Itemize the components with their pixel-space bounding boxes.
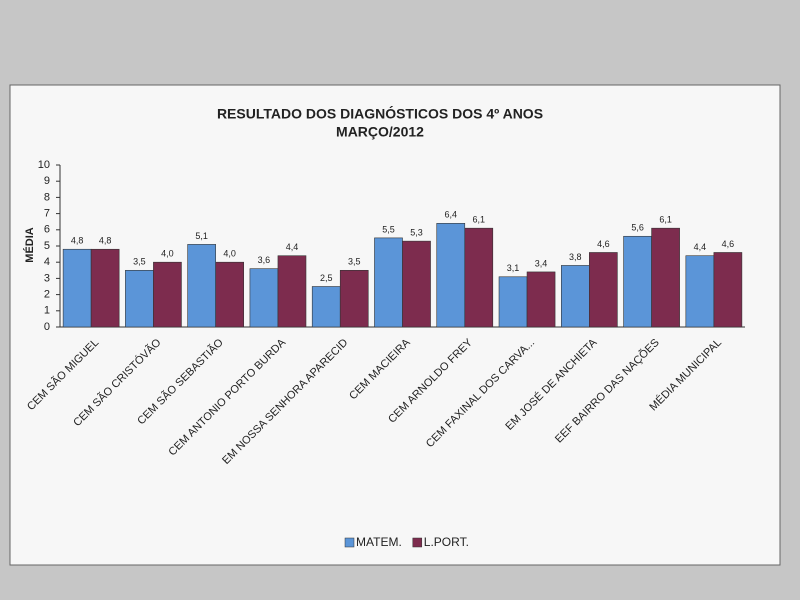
value-label: 4,6	[597, 239, 610, 249]
bar	[125, 269, 154, 328]
bar	[62, 248, 92, 328]
value-label: 4,8	[71, 236, 84, 246]
bar	[713, 252, 743, 328]
legend-label: L.PORT.	[424, 535, 469, 549]
bar	[187, 244, 216, 328]
bar	[249, 268, 279, 328]
value-label: 5,3	[410, 228, 423, 238]
value-label: 3,8	[569, 252, 582, 262]
value-label: 3,6	[258, 255, 271, 265]
value-label: 4,4	[286, 242, 299, 252]
value-label: 5,5	[382, 224, 395, 234]
y-tick-label: 10	[38, 159, 50, 171]
bar	[90, 248, 120, 328]
bar	[374, 237, 403, 328]
chart-title: RESULTADO DOS DIAGNÓSTICOS DOS 4º ANOS	[217, 105, 543, 122]
bar	[526, 271, 556, 328]
y-tick-label: 6	[44, 224, 50, 236]
bar	[685, 255, 715, 328]
value-label: 3,1	[507, 263, 520, 273]
y-tick-label: 5	[44, 240, 50, 252]
value-label: 4,0	[161, 249, 174, 259]
value-label: 6,1	[659, 215, 672, 225]
bar	[589, 252, 618, 328]
value-label: 4,8	[99, 236, 112, 246]
value-label: 4,6	[722, 239, 735, 249]
bar	[464, 227, 494, 328]
value-label: 3,5	[348, 257, 361, 267]
bar	[339, 269, 369, 328]
value-label: 3,4	[535, 258, 548, 268]
legend-label: MATEM.	[356, 535, 402, 549]
value-label: 2,5	[320, 273, 333, 283]
y-tick-label: 1	[44, 305, 50, 317]
y-tick-label: 3	[44, 272, 50, 284]
value-label: 4,4	[694, 242, 707, 252]
bar	[311, 286, 341, 328]
bar	[277, 255, 307, 328]
y-tick-label: 0	[44, 321, 50, 333]
y-tick-label: 9	[44, 175, 50, 187]
value-label: 5,1	[195, 231, 208, 241]
value-label: 3,5	[133, 257, 146, 267]
value-label: 4,0	[223, 249, 236, 259]
value-label: 5,6	[631, 223, 644, 233]
chart-subtitle: MARÇO/2012	[336, 124, 424, 140]
y-axis-label: MÉDIA	[23, 227, 36, 263]
y-tick-label: 8	[44, 191, 50, 203]
bar	[560, 265, 590, 328]
bar	[436, 223, 466, 328]
bar	[651, 227, 680, 328]
bar	[623, 235, 652, 328]
y-tick-label: 2	[44, 289, 50, 301]
y-tick-label: 7	[44, 208, 50, 220]
legend-swatch	[412, 537, 423, 548]
value-label: 6,4	[445, 210, 458, 220]
bar	[153, 261, 182, 328]
y-tick-label: 4	[44, 256, 50, 268]
legend-swatch	[344, 537, 355, 548]
bar	[215, 261, 245, 328]
bar	[402, 240, 431, 328]
bar	[498, 276, 528, 328]
value-label: 6,1	[473, 215, 486, 225]
